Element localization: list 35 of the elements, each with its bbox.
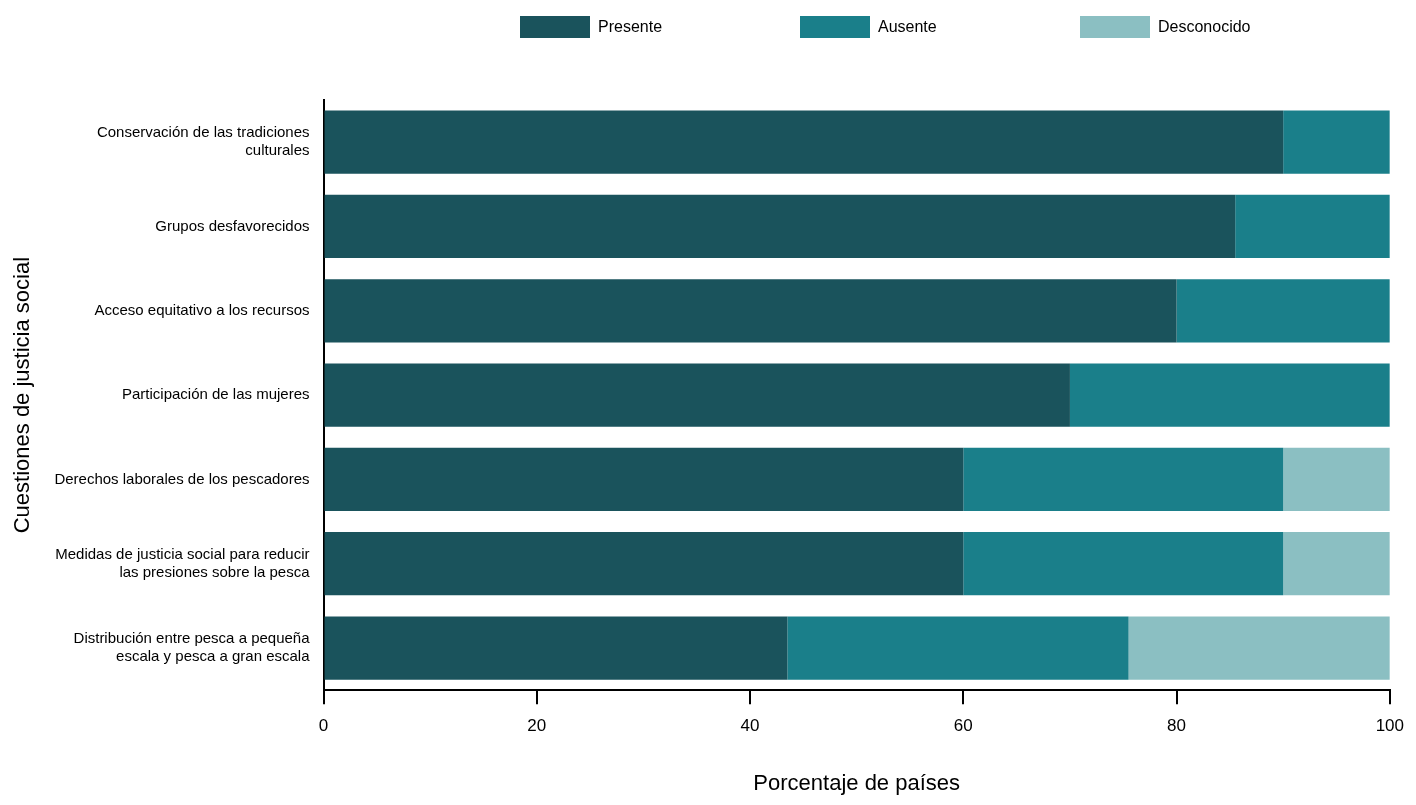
y-tick-label: Grupos desfavorecidos <box>155 216 310 234</box>
legend-label: Ausente <box>878 18 937 36</box>
bar <box>1069 363 1390 427</box>
x-tick-label: 80 <box>1167 716 1187 736</box>
x-tick-label: 0 <box>318 716 329 736</box>
y-tick-label: Distribución entre pesca a pequeña escala y pesca a gran escala <box>73 629 311 665</box>
bar <box>1235 194 1390 259</box>
bar <box>787 616 1129 680</box>
bar <box>324 194 1236 259</box>
bar <box>324 110 1284 174</box>
bar <box>1283 447 1390 512</box>
y-tick-label: Conservación de las tradiciones culturales <box>96 123 310 159</box>
bar <box>963 532 1284 596</box>
bar <box>324 532 964 596</box>
legend-label: Desconocido <box>1158 18 1251 36</box>
x-axis-title: Porcentaje de países <box>753 769 961 795</box>
x-tick-label: 40 <box>740 716 760 736</box>
bar <box>324 279 1177 343</box>
bar <box>324 363 1070 427</box>
bar <box>1283 532 1390 596</box>
y-tick-label: Derechos laborales de los pescadores <box>54 469 310 487</box>
x-tick-label: 60 <box>953 716 973 736</box>
bar <box>324 447 964 512</box>
legend-label: Presente <box>598 18 663 36</box>
bar <box>1128 616 1390 680</box>
bar <box>1176 279 1390 343</box>
x-tick-label: 100 <box>1375 716 1405 736</box>
y-tick-label: Acceso equitativo a los recursos <box>94 300 310 318</box>
x-tick-label: 20 <box>527 716 547 736</box>
y-tick-label: Participación de las mujeres <box>121 385 310 403</box>
y-tick-label: Medidas de justicia social para reducir las presiones sobre la pesca <box>55 544 311 580</box>
bar <box>963 447 1284 512</box>
bar <box>324 616 788 680</box>
y-axis-title: Cuestiones de justicia social <box>9 256 35 534</box>
bar <box>1283 110 1390 174</box>
